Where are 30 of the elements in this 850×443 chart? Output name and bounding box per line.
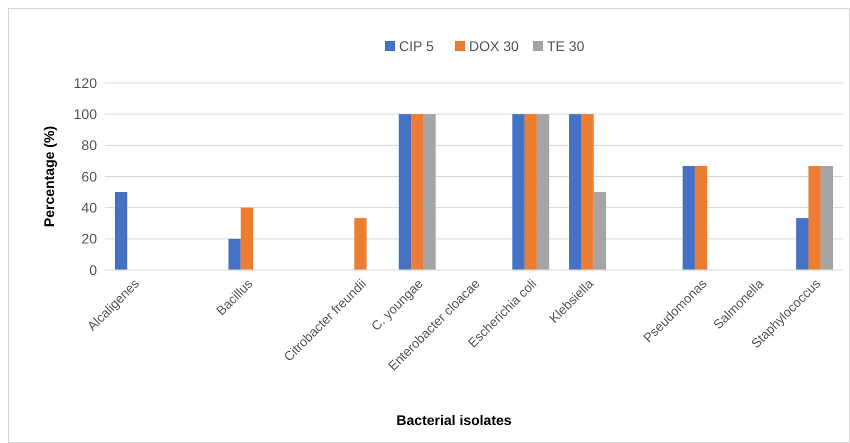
bar [820,166,834,270]
x-axis-title: Bacterial isolates [396,412,512,428]
bar [524,114,537,270]
bar [682,166,695,270]
bar [398,114,412,270]
bar [569,114,582,270]
bar [411,114,424,270]
legend-label: DOX 30 [469,38,520,54]
bar [354,218,367,270]
bar [581,114,594,270]
bar [423,114,436,270]
legend-label: TE 30 [547,38,585,54]
bar [114,192,128,270]
legend-label: CIP 5 [399,38,434,54]
y-tick-label: 120 [74,74,98,91]
y-tick-label: 100 [74,106,98,122]
bar [536,114,550,270]
y-tick-label: 60 [81,168,98,184]
y-axis-title: Percentage (%) [41,126,57,228]
bar [512,114,525,270]
y-tick-label: 40 [81,200,98,216]
bar [228,238,241,270]
bar [808,166,821,270]
bar [796,218,808,270]
y-tick-label: 80 [81,137,98,154]
bar [594,192,606,270]
bar [240,208,254,270]
bar [694,166,708,270]
y-tick-label: 0 [89,262,98,278]
y-tick-label: 20 [81,230,98,247]
